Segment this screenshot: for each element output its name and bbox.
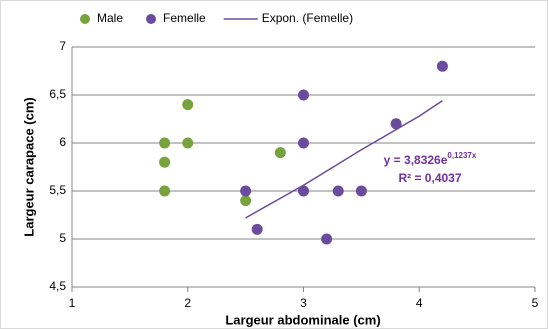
- y-tick-label: 7: [59, 39, 66, 53]
- r-squared: R² = 0,4037: [398, 171, 461, 185]
- data-point: [332, 185, 344, 197]
- x-tick-label: 1: [69, 296, 76, 310]
- y-axis-title: Largeur carapace (cm): [21, 97, 36, 236]
- data-point: [355, 185, 367, 197]
- data-point: [240, 185, 252, 197]
- data-point: [182, 137, 194, 149]
- data-point: [182, 99, 194, 111]
- trend-equation: y = 3,8326e0,1237x: [384, 151, 477, 167]
- legend-marker: [80, 14, 90, 24]
- data-point: [298, 89, 309, 101]
- legend-label: Expon. (Femelle): [262, 11, 353, 25]
- x-axis-title: Largeur abdominale (cm): [225, 312, 380, 327]
- x-tick-label: 5: [532, 296, 539, 310]
- legend-label: Male: [97, 11, 123, 25]
- data-point: [298, 137, 309, 149]
- equation-exponent: 0,1237x: [447, 151, 476, 160]
- legend-label: Femelle: [163, 11, 206, 25]
- y-tick-label: 5,5: [49, 183, 66, 197]
- x-tick-label: 3: [300, 296, 307, 310]
- y-tick-label: 6: [59, 135, 66, 149]
- data-point: [240, 195, 252, 207]
- data-point: [436, 60, 448, 72]
- equation-base: y = 3,8326e: [384, 153, 448, 167]
- data-point: [390, 118, 402, 130]
- data-point: [321, 233, 333, 245]
- data-point: [159, 137, 171, 149]
- y-tick-label: 4,5: [49, 279, 66, 293]
- trend-line: [245, 100, 443, 219]
- x-tick-label: 4: [416, 296, 423, 310]
- data-point: [251, 223, 263, 235]
- data-point: [159, 185, 171, 197]
- x-tick-label: 2: [184, 296, 191, 310]
- data-point: [274, 147, 286, 159]
- legend-marker: [146, 14, 157, 24]
- data-point: [298, 185, 309, 197]
- y-tick-label: 6,5: [49, 87, 66, 101]
- y-tick-label: 5: [59, 231, 66, 245]
- data-point: [159, 156, 171, 168]
